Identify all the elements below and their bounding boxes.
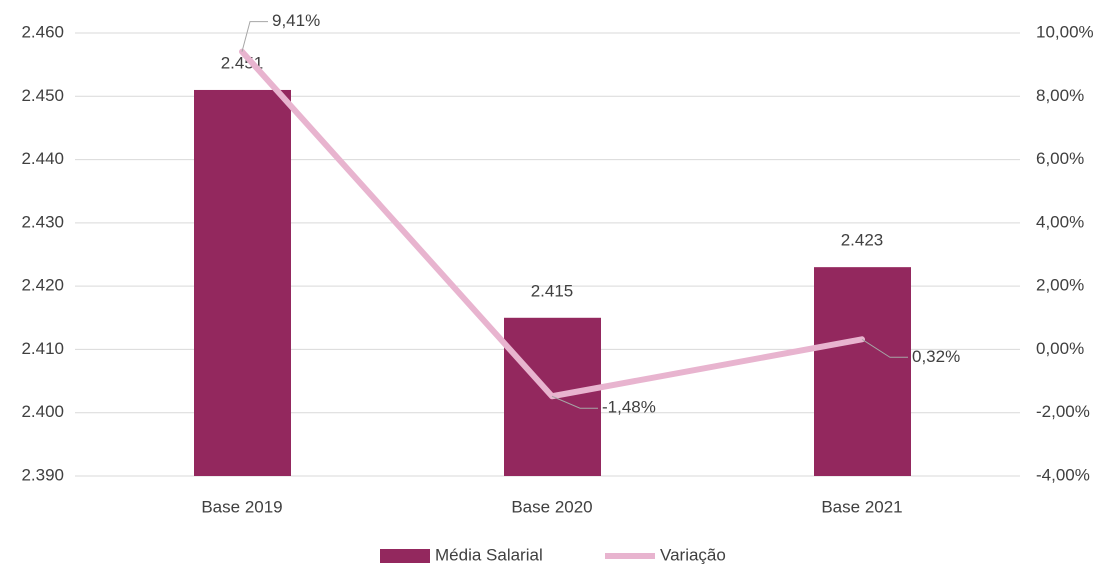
line-value-label: -1,48%: [602, 398, 656, 417]
bar: [814, 267, 911, 476]
x-tick-label: Base 2021: [821, 497, 902, 516]
bar-value-label: 2.423: [841, 231, 884, 250]
y-tick-label: 2.400: [21, 402, 64, 421]
y2-tick-label: 10,00%: [1036, 22, 1094, 41]
y-tick-label: 2.460: [21, 22, 64, 41]
leader-line: [861, 338, 908, 358]
y-tick-label: 2.450: [21, 86, 64, 105]
line-value-label: 9,41%: [272, 11, 320, 30]
y2-tick-label: 4,00%: [1036, 212, 1084, 231]
y2-tick-label: 6,00%: [1036, 149, 1084, 168]
line-value-label: 0,32%: [912, 347, 960, 366]
y2-tick-label: 8,00%: [1036, 86, 1084, 105]
y-tick-label: 2.440: [21, 149, 64, 168]
bar-value-label: 2.415: [531, 281, 574, 300]
leader-line: [241, 21, 268, 52]
leader-line: [551, 395, 598, 409]
y-tick-label: 2.410: [21, 339, 64, 358]
y-tick-label: 2.420: [21, 276, 64, 295]
legend-label: Média Salarial: [435, 545, 543, 564]
bar: [194, 89, 291, 476]
y-tick-label: 2.430: [21, 212, 64, 231]
y2-tick-label: -4,00%: [1036, 465, 1090, 484]
legend-label: Variação: [660, 545, 726, 564]
legend-swatch: [380, 549, 430, 563]
y2-tick-label: -2,00%: [1036, 402, 1090, 421]
y-tick-label: 2.390: [21, 465, 64, 484]
x-tick-label: Base 2019: [201, 497, 282, 516]
y2-tick-label: 2,00%: [1036, 276, 1084, 295]
y2-tick-label: 0,00%: [1036, 339, 1084, 358]
x-tick-label: Base 2020: [511, 497, 592, 516]
